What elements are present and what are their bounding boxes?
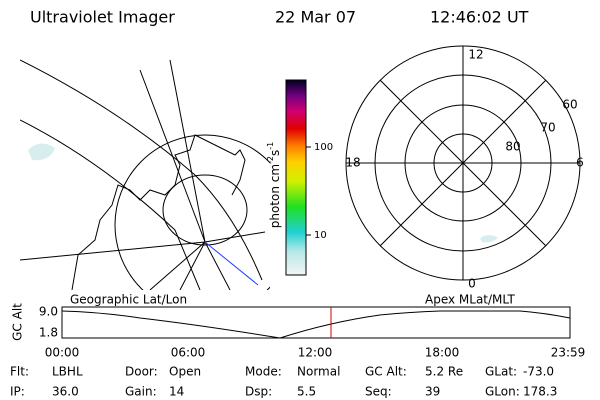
field-value: 14 xyxy=(169,385,184,399)
field-value: 5.5 xyxy=(297,385,316,399)
polar-plot: 12 6 0 18 60 70 80 xyxy=(345,45,584,291)
field-value: 178.3 xyxy=(523,385,557,399)
field-value: LBHL xyxy=(52,365,83,379)
left-label: Geographic Lat/Lon xyxy=(70,293,187,307)
y-tick-label: 1.8 xyxy=(39,326,58,340)
mlat-label: 60 xyxy=(562,98,577,112)
unit-part: s xyxy=(268,150,282,156)
x-tick-label: 12:00 xyxy=(298,346,333,360)
x-tick-label: 00:00 xyxy=(45,346,80,360)
mlt-label: 18 xyxy=(345,156,360,170)
mlat-label: 70 xyxy=(540,121,555,135)
unit-exponent: -1 xyxy=(266,142,275,150)
field-value: Normal xyxy=(297,365,340,379)
mlat-label: 80 xyxy=(505,140,520,154)
field-label: Door: xyxy=(125,365,158,379)
title: Ultraviolet Imager xyxy=(30,8,175,27)
time: 12:46:02 UT xyxy=(430,8,529,27)
unit-exponent: -2 xyxy=(266,156,275,164)
field-value: 36.0 xyxy=(52,385,79,399)
field-value: -73.0 xyxy=(523,365,554,379)
x-tick-label: 18:00 xyxy=(425,346,460,360)
contour xyxy=(162,174,248,246)
right-label: Apex MLat/MLT xyxy=(425,293,515,307)
altitude-plot: Geographic Lat/Lon Apex MLat/MLT GC Alt … xyxy=(11,293,586,360)
y-label: GC Alt xyxy=(11,303,25,341)
field-label: GLat: xyxy=(485,365,517,379)
mlt-label: 12 xyxy=(468,48,483,62)
colorbar-label: photon cm-2s-1 xyxy=(266,142,282,229)
geographic-map xyxy=(20,59,270,290)
emission xyxy=(28,143,55,161)
colorbar xyxy=(285,79,307,276)
field-label: Gain: xyxy=(125,385,157,399)
coastline xyxy=(71,134,246,290)
plot-frame xyxy=(61,306,571,339)
field-label: Dsp: xyxy=(245,385,272,399)
field-label: GC Alt: xyxy=(365,365,407,379)
field-label: Mode: xyxy=(245,365,282,379)
emission xyxy=(480,235,498,243)
contour xyxy=(20,119,201,290)
field-label: IP: xyxy=(10,385,25,399)
contour xyxy=(20,59,263,281)
altitude-curve xyxy=(61,310,571,339)
mlt-label: 0 xyxy=(468,277,476,291)
date: 22 Mar 07 xyxy=(275,8,356,27)
colorbar-tick-label: 10 xyxy=(314,230,327,241)
field-label: Seq: xyxy=(365,385,392,399)
y-tick-label: 9.0 xyxy=(39,305,58,319)
field-value: Open xyxy=(169,365,201,379)
field-label: GLon: xyxy=(485,385,520,399)
footer: Flt: LBHL Door: Open Mode: Normal GC Alt: 5.2 R… xyxy=(10,365,557,399)
field-label: Flt: xyxy=(10,365,29,379)
colorbar-tick-label: 100 xyxy=(314,142,333,153)
x-tick-label: 06:00 xyxy=(171,346,206,360)
x-tick-label: 23:59 xyxy=(551,346,586,360)
contour xyxy=(114,134,270,290)
field-value: 5.2 Re xyxy=(425,365,463,379)
field-value: 39 xyxy=(425,385,440,399)
mlt-label: 6 xyxy=(576,156,584,170)
meridian xyxy=(346,46,580,280)
track xyxy=(204,241,259,286)
unit-part: photon cm xyxy=(268,164,282,228)
